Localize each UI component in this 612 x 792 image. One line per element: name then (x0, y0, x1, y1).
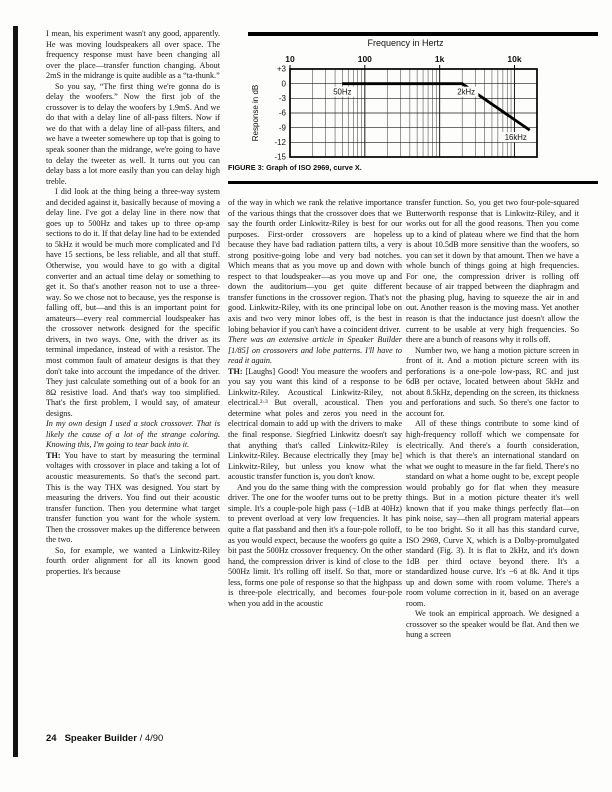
paragraph: I mean, his experiment wasn't any good, … (46, 29, 220, 81)
issue-label: / 4/90 (139, 733, 164, 744)
figure-caption: FIGURE 3: Graph of ISO 2969, curve X. (228, 163, 362, 172)
th-paragraph: TH: [Laughs] Good! You measure the woofe… (228, 367, 402, 483)
paragraph-text: You have to start by measuring the termi… (46, 450, 220, 545)
text-column-left: I mean, his experiment wasn't any good, … (46, 29, 220, 723)
text-column-middle: of the way in which we rank the relative… (228, 198, 402, 760)
paragraph: So, for example, we wanted a Linkwitz-Ri… (46, 545, 220, 576)
figure-3-panel: Frequency in Hertz +3 0 -3 -6 -9 -12 -15 10 100 1… (248, 30, 598, 190)
svg-text:+3: +3 (277, 65, 287, 74)
caption-rule (228, 181, 598, 184)
svg-text:Response in dB: Response in dB (251, 85, 260, 141)
svg-text:-3: -3 (279, 94, 287, 103)
svg-text:2kHz: 2kHz (457, 88, 475, 97)
svg-text:16kHz: 16kHz (505, 133, 527, 142)
interviewer-paragraph: In my own design I used a stock crossove… (46, 419, 220, 450)
svg-text:1k: 1k (435, 54, 445, 64)
paragraph: So you say, “The first thing we're gonna… (46, 81, 220, 186)
svg-text:-12: -12 (274, 138, 286, 147)
speaker-label: TH: (46, 450, 65, 460)
paragraph: transfer function. So, you get two four-… (406, 198, 579, 345)
text-column-right: transfer function. So, you get two four-… (406, 198, 579, 760)
svg-text:10k: 10k (507, 54, 521, 64)
interviewer-paragraph: There was an extensive article in Speake… (228, 335, 402, 366)
page-footer: 24 Speaker Builder / 4/90 (46, 733, 163, 744)
svg-text:-9: -9 (279, 123, 287, 132)
chart-title: Frequency in Hertz (367, 38, 444, 48)
svg-text:-15: -15 (274, 153, 286, 162)
speaker-label: TH: (228, 366, 246, 376)
magazine-name: Speaker Builder (64, 733, 137, 744)
svg-text:10: 10 (285, 54, 295, 64)
paragraph: All of these things contribute to some k… (406, 419, 579, 608)
frequency-response-chart: +3 0 -3 -6 -9 -12 -15 10 100 1k 10k 50Hz 2kHz 16kHz Re… (251, 54, 538, 162)
svg-text:100: 100 (358, 54, 372, 64)
paragraph: We took an empirical approach. We design… (406, 609, 579, 640)
page-number: 24 (46, 733, 57, 744)
paragraph: And you do the same thing with the compr… (228, 482, 402, 608)
th-paragraph: TH: You have to start by measuring the t… (46, 451, 220, 546)
figure-top-rule (248, 32, 598, 36)
svg-text:-6: -6 (279, 109, 287, 118)
paragraph-text: [Laughs] Good! You measure the woofers a… (228, 366, 402, 482)
paragraph: I did look at the thing being a three-wa… (46, 187, 220, 418)
paragraph: Number two, we hang a motion picture scr… (406, 345, 579, 418)
svg-text:50Hz: 50Hz (333, 88, 351, 97)
svg-text:0: 0 (282, 79, 287, 88)
page-edge-artifact (13, 26, 18, 757)
paragraph: of the way in which we rank the relative… (228, 198, 402, 334)
